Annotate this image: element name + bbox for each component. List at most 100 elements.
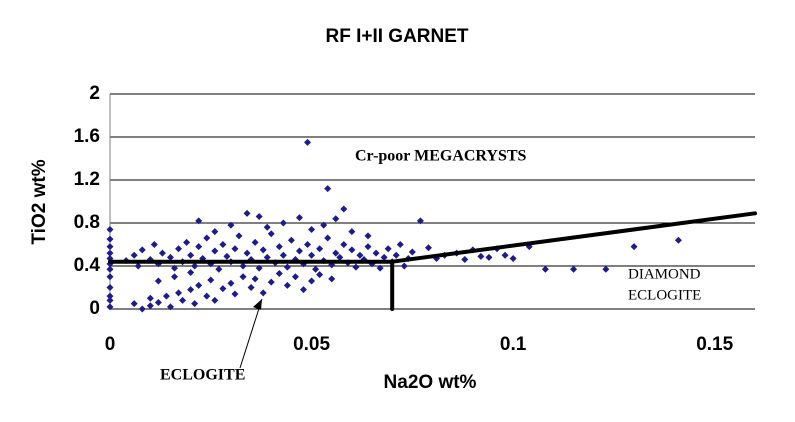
chart-title: RF I+II GARNET bbox=[325, 26, 468, 47]
point bbox=[304, 138, 312, 146]
point bbox=[275, 243, 283, 251]
point bbox=[602, 265, 610, 273]
point bbox=[106, 296, 114, 304]
point bbox=[171, 264, 178, 272]
point bbox=[320, 221, 328, 229]
point bbox=[106, 243, 114, 251]
annotation: DIAMOND bbox=[628, 266, 701, 282]
point bbox=[227, 279, 235, 287]
point bbox=[106, 265, 114, 273]
point bbox=[400, 262, 408, 270]
point bbox=[134, 262, 142, 270]
point bbox=[106, 249, 114, 257]
point bbox=[348, 246, 356, 254]
y-tick-label: 0.4 bbox=[74, 255, 101, 276]
point bbox=[340, 205, 348, 213]
point bbox=[300, 286, 307, 294]
point bbox=[295, 247, 303, 255]
point bbox=[195, 217, 203, 225]
point bbox=[166, 253, 174, 261]
point bbox=[106, 235, 114, 243]
arrow-head bbox=[253, 299, 262, 310]
point bbox=[267, 230, 275, 238]
point bbox=[235, 232, 243, 240]
x-tick-label: 0.1 bbox=[500, 334, 527, 355]
point bbox=[263, 253, 271, 261]
point bbox=[352, 263, 360, 271]
point bbox=[203, 234, 211, 242]
point bbox=[332, 249, 340, 257]
point bbox=[239, 273, 247, 281]
point bbox=[336, 253, 344, 261]
point bbox=[223, 252, 231, 260]
point bbox=[392, 251, 400, 259]
point bbox=[243, 209, 251, 217]
point bbox=[287, 236, 295, 244]
point bbox=[166, 303, 174, 311]
point bbox=[146, 294, 154, 302]
point bbox=[255, 264, 263, 272]
annotation: Cr-poor MEGACRYSTS bbox=[355, 148, 527, 165]
point bbox=[275, 270, 283, 278]
point bbox=[195, 281, 203, 289]
point bbox=[501, 251, 509, 259]
point bbox=[231, 245, 239, 253]
point bbox=[408, 248, 416, 256]
point bbox=[364, 243, 372, 251]
point bbox=[380, 253, 388, 261]
point bbox=[324, 234, 332, 242]
annotation-arrow bbox=[239, 298, 263, 369]
point bbox=[416, 217, 424, 225]
point bbox=[316, 245, 324, 253]
x-tick-label: 0.05 bbox=[293, 334, 330, 355]
point bbox=[130, 300, 138, 308]
point bbox=[509, 254, 517, 262]
point bbox=[243, 249, 251, 257]
point bbox=[191, 262, 199, 270]
point bbox=[324, 185, 332, 193]
point bbox=[291, 273, 299, 281]
point bbox=[308, 251, 316, 259]
point bbox=[106, 273, 114, 281]
point bbox=[211, 247, 219, 255]
point bbox=[150, 241, 158, 248]
point bbox=[106, 225, 114, 233]
point bbox=[175, 245, 183, 253]
x-tick-label: 0.15 bbox=[696, 334, 733, 355]
point bbox=[183, 238, 191, 246]
point bbox=[485, 253, 493, 261]
reference-line bbox=[390, 211, 757, 264]
point bbox=[570, 265, 578, 273]
point bbox=[130, 251, 138, 259]
point bbox=[372, 249, 380, 257]
point bbox=[674, 236, 682, 244]
point bbox=[211, 296, 219, 304]
point bbox=[328, 275, 336, 283]
y-tick-label: 2 bbox=[89, 83, 100, 104]
point bbox=[158, 249, 166, 257]
point bbox=[154, 277, 162, 285]
point bbox=[215, 265, 223, 273]
point bbox=[283, 263, 291, 271]
y-tick-label: 0.8 bbox=[74, 212, 100, 233]
point bbox=[154, 299, 162, 307]
x-axis-label: Na2O wt% bbox=[384, 372, 477, 393]
point bbox=[251, 275, 259, 283]
point bbox=[195, 243, 203, 251]
point bbox=[283, 281, 291, 289]
point bbox=[384, 245, 392, 253]
point bbox=[279, 251, 287, 259]
point bbox=[219, 241, 227, 248]
point bbox=[106, 284, 114, 291]
point bbox=[259, 246, 267, 254]
point bbox=[364, 232, 372, 240]
point bbox=[211, 228, 219, 236]
point bbox=[106, 292, 114, 300]
point bbox=[187, 268, 195, 276]
point bbox=[227, 221, 235, 229]
point bbox=[162, 292, 170, 300]
point bbox=[424, 244, 432, 252]
point bbox=[138, 246, 146, 254]
point bbox=[263, 223, 271, 231]
